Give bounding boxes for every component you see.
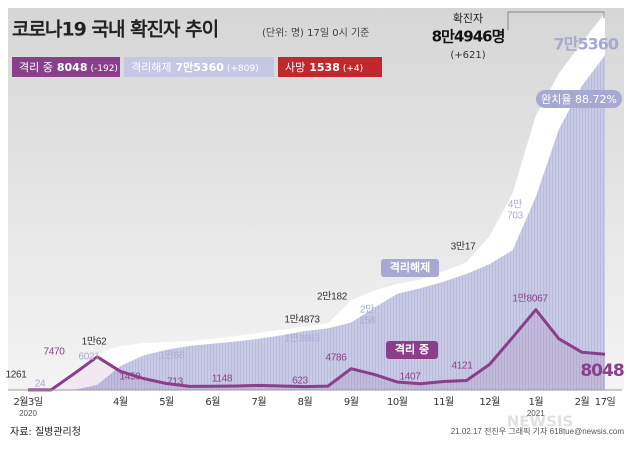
- annotation: 4만: [508, 199, 522, 211]
- legend-value: 1538: [309, 61, 340, 74]
- x-tick-label: 10월: [387, 396, 408, 408]
- released-area: [28, 55, 605, 391]
- legend-entry: 격리해제 7만5360 (+809): [131, 60, 259, 74]
- year-label: 2021: [527, 409, 545, 418]
- legend-label: 격리 중: [19, 61, 53, 74]
- annotation: 7470: [43, 347, 65, 358]
- legend-box: [12, 57, 120, 77]
- annotation: 1만4873: [284, 314, 320, 326]
- legend-box: [278, 57, 382, 77]
- annotation: 1만3863: [284, 333, 320, 345]
- annotation: 1459: [119, 372, 141, 383]
- annotation: 703: [507, 211, 524, 222]
- x-tick-label: 12월: [479, 396, 500, 408]
- annotation: 3만17: [451, 241, 476, 253]
- credit: 21.02.17 전진우 그래픽 기자 618tue@newsis.com: [451, 426, 625, 436]
- series-label: 격리해제: [390, 260, 430, 274]
- chart-subtitle: (단위: 명) 17일 0시 기준: [262, 26, 369, 39]
- x-tick-label: 8월: [298, 396, 313, 408]
- year-label: 2020: [19, 409, 37, 418]
- annotation: 2만182: [317, 291, 348, 303]
- series-label-box: [381, 259, 439, 277]
- legend-value: 8048: [57, 61, 88, 74]
- x-tick-label: 2월3일: [13, 396, 42, 408]
- x-tick-label: 6월: [205, 396, 220, 408]
- legend-entry: 격리 중 8048 (-192): [19, 61, 118, 74]
- recovery-rate-box: [536, 90, 622, 108]
- source: 자료: 질병관리청: [10, 426, 81, 438]
- legend-change: (-192): [90, 64, 117, 74]
- x-tick-label: 7월: [252, 396, 267, 408]
- annotation: 1만62: [82, 336, 107, 348]
- series-label: 격리 중: [395, 342, 429, 356]
- annotation: 1만66: [160, 350, 185, 362]
- legend-box: [124, 57, 274, 77]
- isolating-line: [28, 308, 606, 392]
- annotation: 2만: [360, 304, 374, 316]
- legend-change: (+809): [227, 64, 259, 74]
- annotation: 4786: [325, 353, 347, 364]
- chart-title: 코로나19 국내 확진자 추이: [12, 18, 218, 41]
- x-tick-label: 11월: [433, 396, 454, 408]
- x-tick-label: 5월: [159, 396, 174, 408]
- series-label-box: [386, 341, 438, 359]
- x-tick-label: 2월: [575, 396, 590, 408]
- legend-label: 격리해제: [131, 60, 171, 74]
- recovery-rate: 완치율 88.72%: [541, 93, 617, 106]
- x-tick-label: 17일: [595, 396, 616, 408]
- annotation: 158: [359, 316, 376, 327]
- legend-change: (+4): [343, 64, 363, 74]
- x-tick-label: 9월: [344, 396, 359, 408]
- headline-bracket: [507, 11, 605, 30]
- annotation: 4121: [451, 361, 473, 372]
- headline-label: 확진자: [453, 12, 483, 25]
- annotation: 713: [167, 377, 184, 388]
- legend-value: 7만5360: [175, 60, 224, 74]
- annotation: 6021: [78, 352, 100, 363]
- x-tick-label: 1월: [528, 396, 543, 408]
- annotation: 1148: [212, 374, 233, 385]
- headline-change: (+621): [450, 50, 485, 61]
- legend-label: 사망: [285, 61, 305, 74]
- annotation: 24: [35, 379, 46, 390]
- released-total: 7만5360: [554, 35, 619, 54]
- annotation: 1261: [5, 370, 27, 381]
- headline-value: 8만4946명: [432, 28, 505, 46]
- legend-entry: 사망 1538 (+4): [285, 61, 363, 74]
- annotation: 1만8067: [512, 293, 548, 305]
- annotation: 623: [292, 376, 309, 387]
- x-tick-label: 4월: [113, 396, 128, 408]
- isolating-fill: [28, 309, 605, 390]
- annotation: 8048: [580, 361, 623, 381]
- annotations: 1261 24 7470 6021 1만62 1459 1만66 713 114…: [5, 199, 624, 390]
- annotation: 1407: [399, 372, 421, 383]
- watermark: NEWSIS: [507, 413, 574, 431]
